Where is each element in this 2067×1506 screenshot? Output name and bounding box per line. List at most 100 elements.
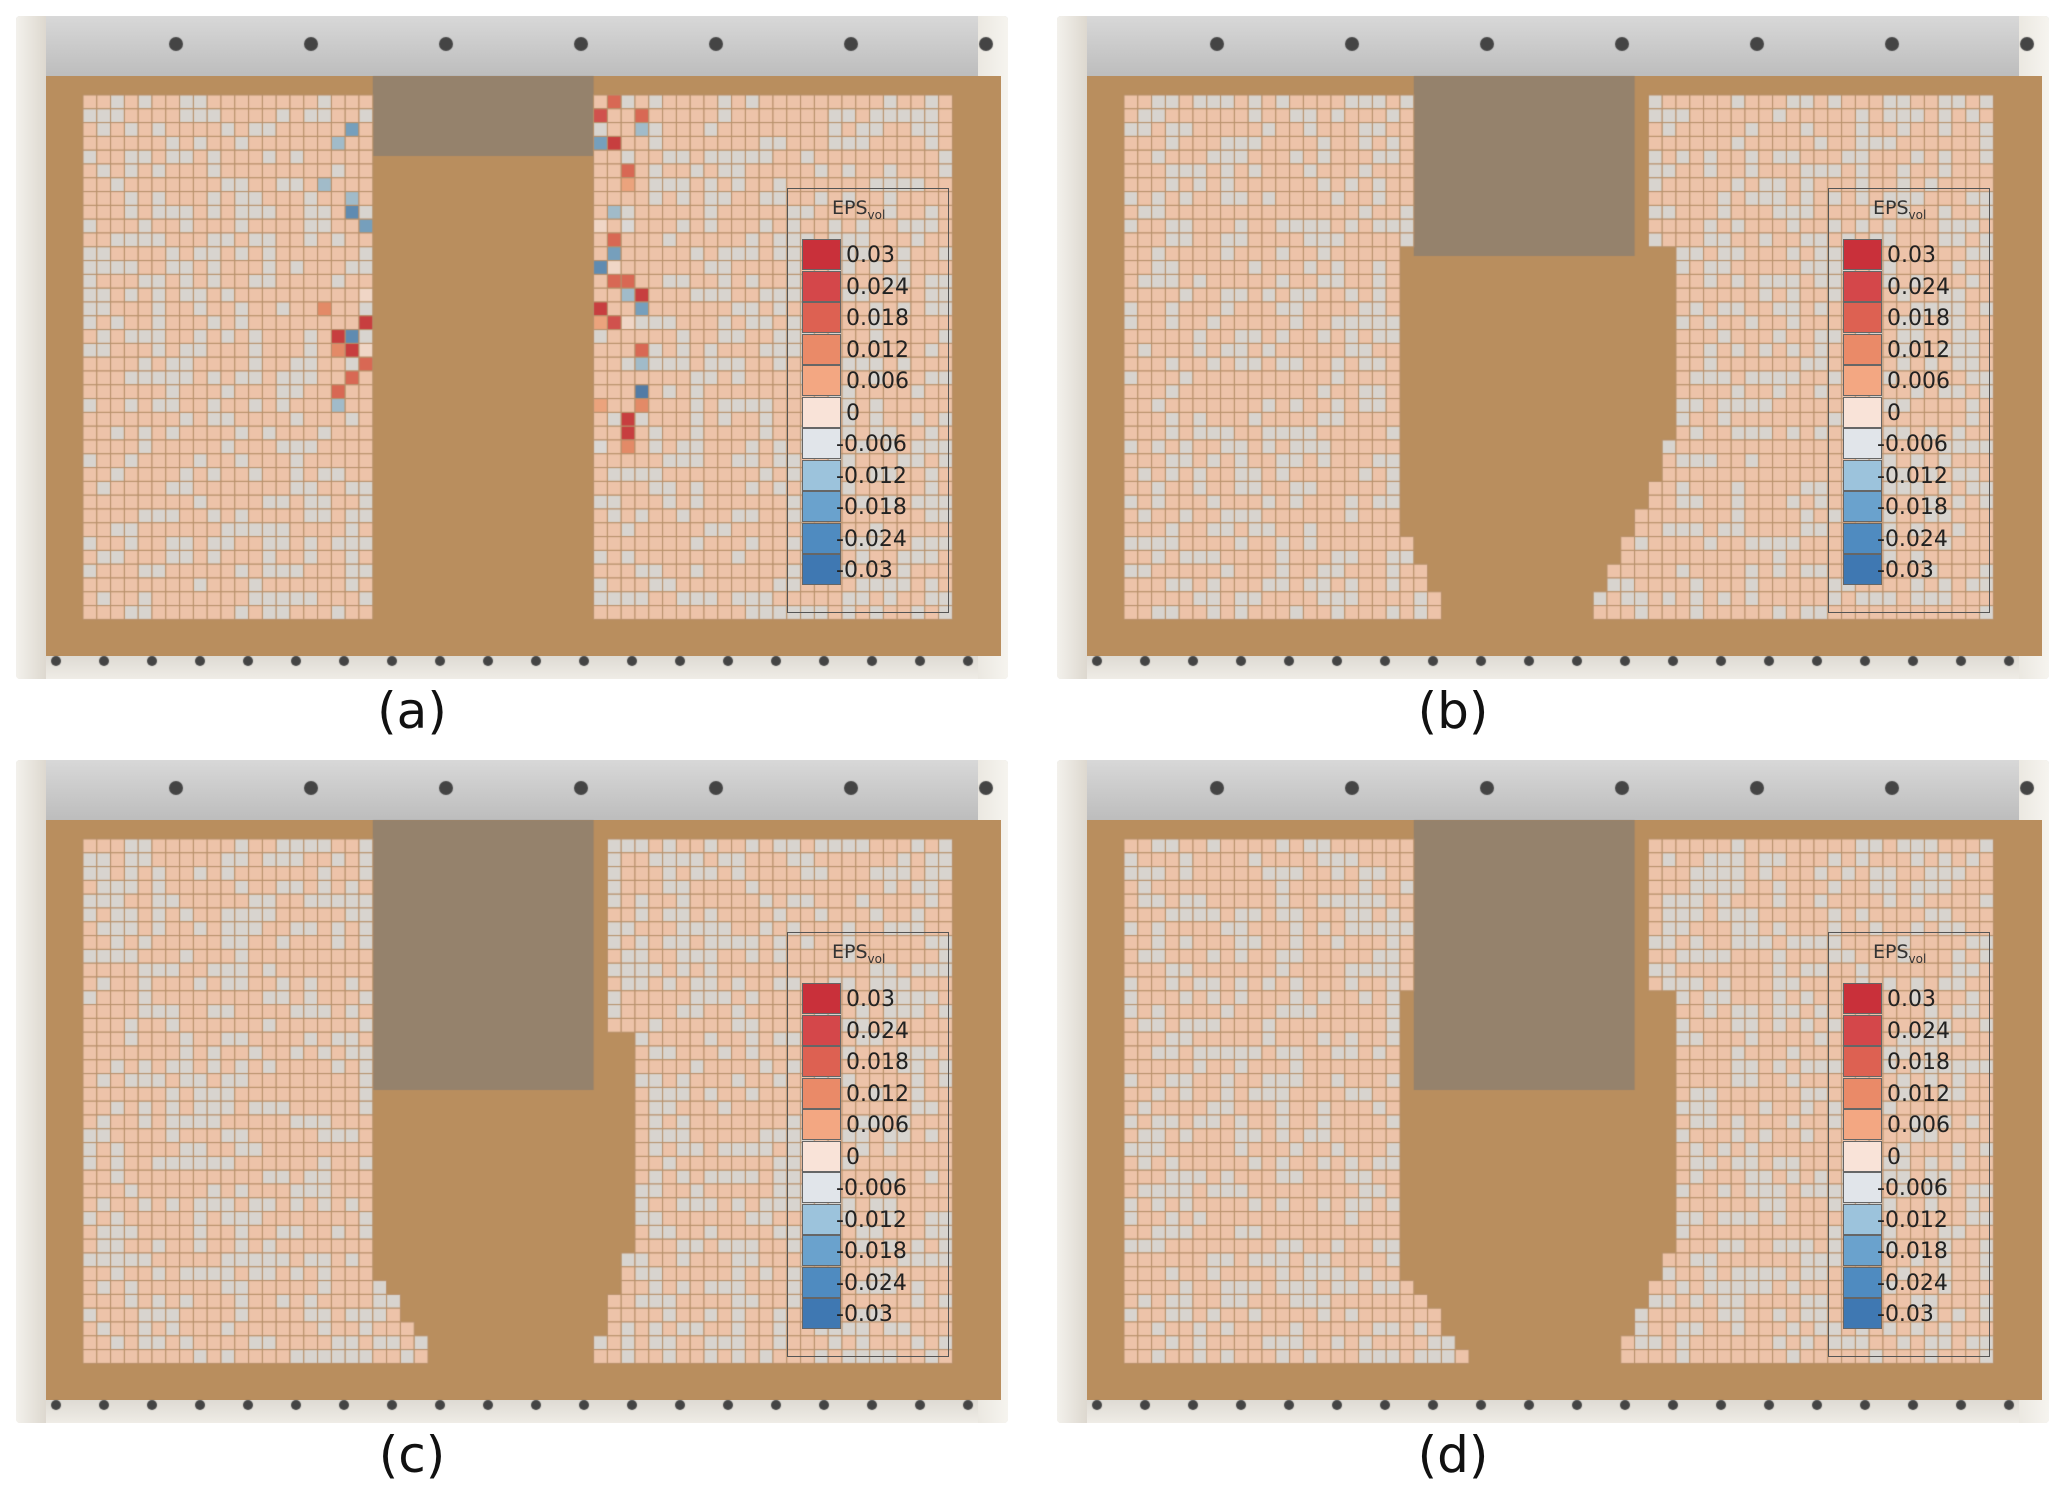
legend-swatch [1843, 1077, 1882, 1109]
legend-title: EPSvol [832, 941, 885, 966]
legend-tick-label: 0 [1887, 400, 1901, 426]
panel-caption: (c) [378, 1426, 446, 1484]
legend-swatch [802, 1077, 841, 1109]
legend-tick-label: -0.006 [836, 432, 907, 457]
legend-title-sub: vol [867, 207, 886, 222]
legend-swatch [1843, 1046, 1882, 1077]
legend-title-main: EPS [1873, 197, 1909, 219]
legend-tick-label: -0.018 [1877, 495, 1948, 520]
legend-swatch [802, 1014, 841, 1046]
legend-swatch [1843, 239, 1882, 270]
legend-swatch [802, 365, 841, 396]
legend-swatch [1843, 396, 1882, 428]
legend-tick-label: 0.03 [1887, 243, 1936, 268]
legend-swatch [1843, 554, 1882, 585]
legend-title: EPSvol [832, 197, 885, 222]
legend-swatch [802, 459, 841, 491]
legend-swatch [802, 1109, 841, 1140]
legend-tick-label: 0.006 [1887, 369, 1950, 394]
legend-swatch [1843, 365, 1882, 396]
legend-swatch [802, 491, 841, 522]
panel-caption: (a) [377, 682, 447, 740]
colorbar-legend: EPSvol 0.03 0.024 0.018 0.012 0.006 0 -0.006 -0.… [787, 188, 949, 613]
legend-tick-label: -0.024 [836, 1270, 907, 1296]
legend-swatch [1843, 1109, 1882, 1140]
legend-tick-label: 0.012 [1887, 1081, 1950, 1107]
legend-tick-label: -0.012 [836, 463, 907, 489]
legend-swatch [802, 239, 841, 270]
legend-swatch [1843, 522, 1882, 554]
strain-grid [16, 16, 1008, 679]
legend-tick-label: -0.018 [1877, 1239, 1948, 1264]
legend-swatch [1843, 270, 1882, 302]
legend-tick-label: -0.03 [836, 558, 893, 583]
legend-tick-label: -0.006 [1877, 1176, 1948, 1201]
legend-tick-label: -0.024 [1877, 526, 1948, 552]
legend-swatch [1843, 1203, 1882, 1235]
legend-swatch [1843, 333, 1882, 365]
legend-swatch [1843, 1172, 1882, 1203]
legend-swatch [802, 1235, 841, 1266]
legend-swatch [802, 983, 841, 1014]
legend-tick-label: -0.018 [836, 1239, 907, 1264]
legend-tick-label: 0.024 [846, 274, 909, 300]
legend-tick-label: -0.012 [836, 1207, 907, 1233]
legend-tick-label: 0.018 [846, 306, 909, 331]
legend-swatch [802, 333, 841, 365]
legend-tick-label: -0.018 [836, 495, 907, 520]
legend-swatch [1843, 983, 1882, 1014]
legend-swatch [802, 302, 841, 333]
legend-tick-label: 0.024 [1887, 274, 1950, 300]
legend-tick-label: 0.012 [1887, 337, 1950, 363]
legend-tick-label: 0.03 [846, 243, 895, 268]
legend-tick-label: -0.03 [1877, 558, 1934, 583]
legend-tick-label: -0.024 [1877, 1270, 1948, 1296]
legend-swatch [802, 396, 841, 428]
legend-tick-label: 0.012 [846, 1081, 909, 1107]
legend-tick-label: 0.018 [1887, 1050, 1950, 1075]
panel-a: EPSvol 0.03 0.024 0.018 0.012 0.006 0 -0.006 -0.… [16, 16, 1008, 679]
legend-tick-label: 0.024 [846, 1018, 909, 1044]
legend-swatch [802, 522, 841, 554]
legend-tick-label: 0 [846, 400, 860, 426]
legend-swatch [802, 1046, 841, 1077]
legend-tick-label: 0.03 [846, 987, 895, 1012]
legend-swatch [1843, 428, 1882, 459]
legend-swatch [1843, 1266, 1882, 1298]
legend-swatch [802, 1172, 841, 1203]
legend-tick-label: -0.012 [1877, 1207, 1948, 1233]
panel-c: EPSvol 0.03 0.024 0.018 0.012 0.006 0 -0.006 -0.… [16, 760, 1008, 1423]
legend-title-sub: vol [1908, 207, 1927, 222]
legend-tick-label: -0.03 [1877, 1302, 1934, 1327]
legend-tick-label: 0.006 [846, 1113, 909, 1138]
strain-grid [1057, 760, 2049, 1423]
legend-tick-label: 0.018 [846, 1050, 909, 1075]
strain-grid [16, 760, 1008, 1423]
legend-swatch [802, 554, 841, 585]
legend-tick-label: -0.03 [836, 1302, 893, 1327]
legend-swatch [1843, 491, 1882, 522]
legend-title-main: EPS [1873, 941, 1909, 963]
colorbar-legend: EPSvol 0.03 0.024 0.018 0.012 0.006 0 -0.006 -0.… [1828, 188, 1990, 613]
legend-title-sub: vol [867, 951, 886, 966]
legend-swatch [1843, 1298, 1882, 1329]
legend-swatch [1843, 459, 1882, 491]
legend-tick-label: 0 [1887, 1144, 1901, 1170]
legend-tick-label: 0 [846, 1144, 860, 1170]
legend-swatch [802, 428, 841, 459]
legend-title-main: EPS [832, 197, 868, 219]
colorbar-legend: EPSvol 0.03 0.024 0.018 0.012 0.006 0 -0.006 -0.… [1828, 932, 1990, 1357]
legend-title-sub: vol [1908, 951, 1927, 966]
legend-tick-label: 0.024 [1887, 1018, 1950, 1044]
legend-swatch [1843, 302, 1882, 333]
legend-swatch [802, 1298, 841, 1329]
legend-title: EPSvol [1873, 197, 1926, 222]
legend-tick-label: -0.012 [1877, 463, 1948, 489]
legend-tick-label: 0.018 [1887, 306, 1950, 331]
legend-swatch [1843, 1140, 1882, 1172]
panel-caption: (b) [1417, 682, 1489, 740]
legend-tick-label: 0.012 [846, 337, 909, 363]
panel-caption: (d) [1417, 1426, 1489, 1484]
colorbar-legend: EPSvol 0.03 0.024 0.018 0.012 0.006 0 -0.006 -0.… [787, 932, 949, 1357]
legend-swatch [1843, 1235, 1882, 1266]
